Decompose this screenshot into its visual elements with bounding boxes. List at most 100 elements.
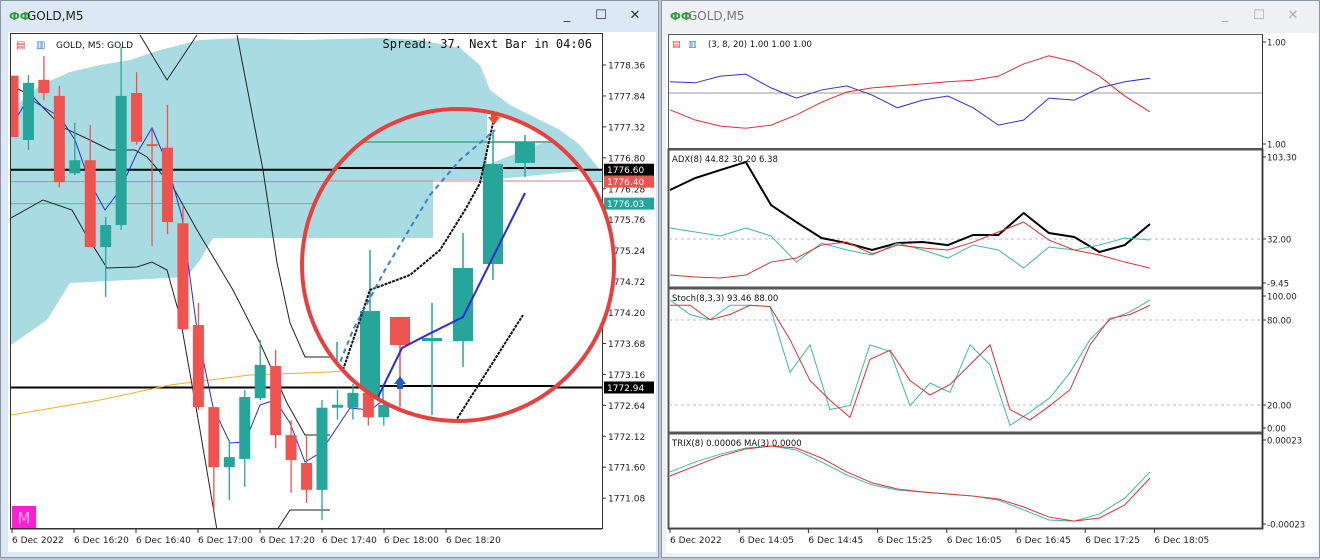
candle (146, 129, 158, 246)
candle-body (38, 79, 50, 93)
time-tick-label: 6 Dec 14:05 (739, 536, 794, 546)
price-tick-label: 1778.36 (608, 62, 645, 72)
candle-body (483, 164, 503, 264)
envelope-line (139, 34, 198, 81)
candle-body (100, 225, 112, 248)
price-tick-label: 1773.16 (608, 371, 645, 381)
indicator-list-icon[interactable]: ▤ (16, 40, 25, 51)
price-level-label: 1772.94 (607, 384, 644, 394)
time-tick-label: 6 Dec 16:05 (947, 536, 1002, 546)
candle-body (53, 95, 65, 183)
price-level-label: 1776.60 (607, 166, 644, 176)
price-tick-label: 1776.80 (608, 154, 645, 164)
indicator-panels[interactable]: 1.00 1.00 (3, 8, 20) 1.00 1.00 1.00 ▤ ▥ 103.3… (667, 34, 1305, 547)
objects-icon[interactable]: ▥ (36, 40, 45, 51)
candle (100, 216, 112, 298)
candle-body (422, 338, 442, 341)
candle (38, 56, 50, 101)
candle-body (453, 268, 473, 341)
time-tick-label: 6 Dec 14:45 (808, 536, 863, 546)
time-tick-label: 6 Dec 18:00 (384, 536, 439, 546)
magnifier-circle (300, 107, 616, 423)
time-tick-label: 6 Dec 16:20 (74, 536, 129, 546)
maximize-button[interactable]: ☐ (595, 8, 607, 23)
bollinger-middle-line (11, 84, 330, 436)
minimize-button[interactable]: _ (563, 8, 571, 23)
candle-body (177, 223, 189, 330)
price-tick-label: 1774.72 (608, 278, 645, 288)
price-tick-label: 1772.12 (608, 433, 645, 443)
price-tick-label: 1774.20 (608, 309, 645, 319)
candle (208, 407, 220, 511)
candle-body (347, 392, 359, 408)
right-title-bar[interactable]: ФФ GOLD,M5 _ ☐ ✕ (662, 1, 1319, 31)
candle (11, 75, 19, 137)
magnified-candle (515, 135, 535, 177)
candle-body (208, 407, 220, 468)
indicator-title: ADX(8) 44.82 30.20 6.38 (672, 155, 778, 165)
price-tick-label: 1776.28 (608, 185, 645, 195)
indicator-title: (3, 8, 20) 1.00 1.00 1.00 (708, 40, 812, 50)
candlestick-chart-icon: ФФ (9, 10, 31, 23)
indicator-series-line (669, 55, 1151, 129)
candle-body (84, 160, 96, 248)
candle-body (515, 142, 535, 163)
signal-dashed-line (336, 129, 496, 371)
candle (254, 339, 266, 400)
indicator-series-line (670, 304, 1151, 421)
time-tick-label: 6 Dec 16:45 (1016, 536, 1071, 546)
maximize-button[interactable]: ☐ (1253, 8, 1265, 23)
candle (223, 439, 235, 500)
y-tick-label: -9.45 (1267, 280, 1289, 290)
time-tick-label: 6 Dec 2022 (670, 536, 722, 546)
price-tick-label: 1772.64 (608, 402, 645, 412)
price-level-badge (604, 197, 654, 210)
minimize-button[interactable]: _ (1221, 8, 1229, 23)
price-level-badge (604, 175, 654, 188)
price-tick-label: 1775.76 (608, 216, 645, 226)
candle-body (301, 463, 313, 490)
candle-body (115, 95, 127, 226)
candle (285, 420, 297, 493)
y-tick-label: 103.30 (1267, 154, 1297, 164)
indicator-series-line (669, 445, 1151, 522)
candle (53, 85, 65, 188)
close-button[interactable]: ✕ (1287, 8, 1299, 23)
candle (316, 399, 328, 521)
left-title-bar[interactable]: ФФ GOLD,M5 _ ☐ ✕ (1, 1, 658, 31)
price-tick-label: 1777.32 (608, 123, 645, 133)
candle-body (316, 407, 328, 490)
indicator-title: TRIX(8) 0.00006 MA(3) 0.0000 (671, 439, 802, 449)
time-tick-label: 6 Dec 17:25 (1085, 536, 1140, 546)
objects-icon: ▥ (688, 40, 697, 50)
y-tick-label: 100.00 (1267, 293, 1297, 303)
time-tick-label: 6 Dec 17:00 (198, 536, 253, 546)
chart-label: GOLD, M5: GOLD (56, 41, 133, 51)
candle (177, 204, 189, 330)
candle (347, 383, 359, 420)
bollinger-lower-line (11, 199, 218, 528)
candle-body (192, 325, 204, 408)
bollinger-upper-line (236, 34, 340, 358)
close-button[interactable]: ✕ (629, 8, 641, 23)
time-tick-label: 6 Dec 17:20 (260, 536, 315, 546)
indicator-series-line (669, 221, 1151, 279)
y-tick-label: 1.00 (1267, 141, 1286, 151)
time-tick-label: 6 Dec 15:25 (878, 536, 933, 546)
time-tick-label: 6 Dec 18:20 (446, 536, 501, 546)
magnified-candle (422, 303, 442, 415)
candle (69, 122, 81, 176)
candle-body (331, 404, 343, 408)
candle-body (390, 317, 410, 345)
price-level-badge (604, 381, 654, 394)
y-tick-label: -0.00023 (1267, 521, 1305, 531)
lower-band-line (454, 314, 524, 421)
m-badge[interactable] (12, 506, 36, 528)
indicator-title: Stoch(8,3,3) 93.46 88.00 (672, 294, 778, 304)
candle (22, 75, 34, 151)
candle-body (362, 392, 374, 418)
m-badge-label: M (18, 509, 31, 527)
y-tick-label: 0.00 (1267, 425, 1286, 435)
candle (84, 125, 96, 248)
